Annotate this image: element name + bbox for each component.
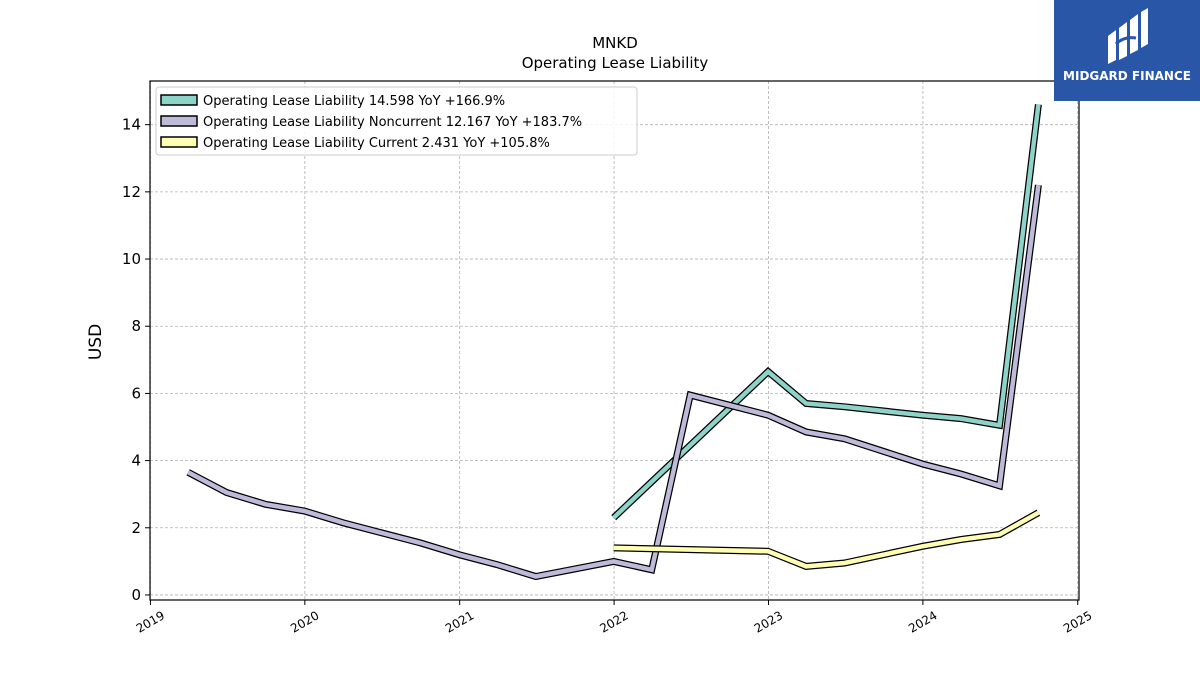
legend-label-3: Operating Lease Liability Current 2.431 … (203, 136, 550, 151)
series-2-outline (186, 184, 1042, 581)
legend: Operating Lease Liability 14.598 YoY +16… (155, 86, 638, 156)
legend-swatch-2 (160, 115, 198, 127)
chart-subtitle: Operating Lease Liability (522, 54, 709, 72)
x-tick-label: 2023 (752, 608, 785, 635)
legend-box (155, 86, 638, 156)
plot-frame (149, 80, 1080, 601)
axes: 2019 2020 2021 2022 2023 2024 2025 0 2 4 6 8 10 12 14 (122, 116, 1095, 636)
logo-text: MIDGARD FINANCE (1063, 69, 1191, 83)
series-3-line (613, 510, 1040, 569)
midgard-logo-icon (1108, 8, 1148, 64)
x-tick-label: 2021 (443, 608, 476, 635)
y-axis-label: USD (86, 324, 106, 360)
midgard-finance-logo: MIDGARD FINANCE (1054, 0, 1200, 101)
y-tick-label: 2 (131, 519, 141, 537)
y-tick-label: 12 (122, 183, 141, 201)
x-tick-label: 2020 (288, 608, 321, 635)
y-tick-label: 6 (131, 384, 141, 402)
x-tick-label: 2025 (1061, 608, 1094, 635)
y-tick-label: 14 (122, 116, 141, 134)
legend-swatch-3 (160, 136, 198, 148)
series-lines (186, 104, 1042, 581)
legend-swatch-1 (160, 94, 198, 106)
x-tick-label: 2019 (134, 608, 167, 635)
y-tick-label: 0 (131, 586, 141, 604)
grid (150, 81, 1079, 600)
legend-label-2: Operating Lease Liability Noncurrent 12.… (203, 115, 582, 130)
y-tick-label: 8 (131, 317, 141, 335)
y-tick-label: 4 (131, 452, 141, 470)
legend-label-1: Operating Lease Liability 14.598 YoY +16… (203, 94, 505, 109)
x-tick-label: 2024 (906, 608, 939, 635)
y-tick-label: 10 (122, 250, 141, 268)
series-1-line (612, 104, 1041, 520)
series-2-line (187, 184, 1041, 579)
chart-title: MNKD (592, 34, 638, 52)
x-tick-label: 2022 (597, 608, 630, 635)
